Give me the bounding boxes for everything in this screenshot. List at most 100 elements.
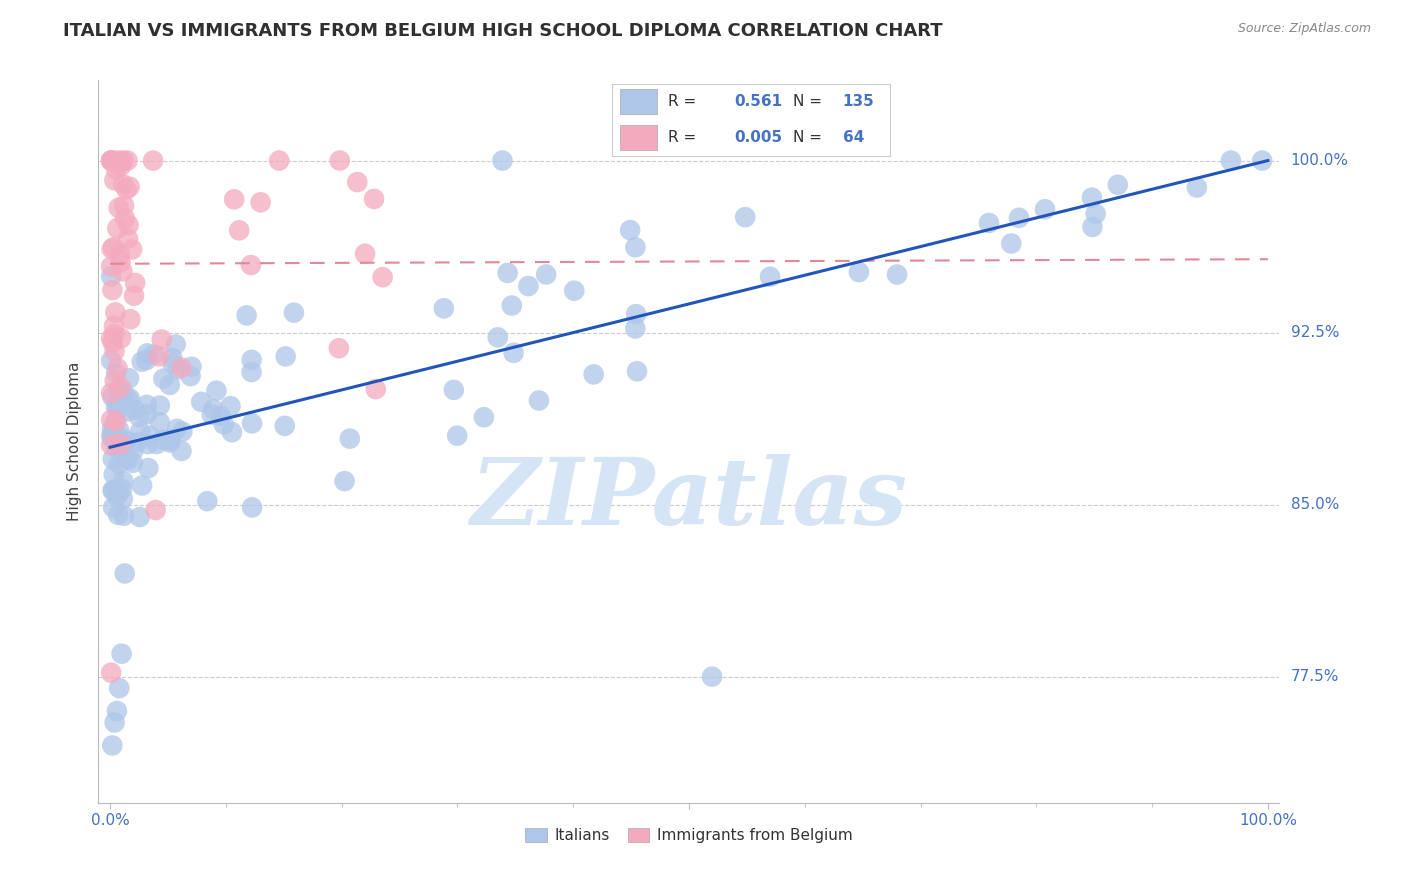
Point xyxy=(240,417,263,431)
Point xyxy=(107,508,129,522)
Point xyxy=(269,153,291,168)
Point xyxy=(363,192,385,206)
Point xyxy=(162,357,184,371)
Point xyxy=(354,246,377,260)
Point xyxy=(129,425,152,439)
Point xyxy=(101,335,124,350)
Y-axis label: High School Diploma: High School Diploma xyxy=(67,362,83,521)
Text: 92.5%: 92.5% xyxy=(1291,325,1339,340)
Point xyxy=(190,395,212,409)
Point xyxy=(446,428,468,442)
Point xyxy=(101,451,124,466)
Point xyxy=(240,500,263,515)
Point xyxy=(624,321,647,335)
Point xyxy=(496,266,519,280)
Point xyxy=(104,715,127,730)
Point xyxy=(110,255,132,269)
Point xyxy=(149,399,172,413)
Point xyxy=(700,670,723,684)
Point xyxy=(1033,202,1056,217)
Point xyxy=(626,364,648,378)
Point xyxy=(240,352,263,367)
Point xyxy=(117,392,139,407)
Point xyxy=(114,450,136,465)
Point xyxy=(205,384,228,398)
Point xyxy=(108,457,131,471)
Point xyxy=(624,240,647,254)
Point xyxy=(103,467,125,482)
Point xyxy=(274,418,297,433)
Point xyxy=(103,240,125,254)
Point xyxy=(100,331,122,345)
Point xyxy=(101,153,124,168)
Point xyxy=(101,390,124,404)
Point xyxy=(170,444,193,458)
Text: ZIPatlas: ZIPatlas xyxy=(471,454,907,544)
Point xyxy=(105,400,128,414)
Point xyxy=(100,665,122,680)
Point xyxy=(110,381,132,395)
Point xyxy=(117,218,139,232)
Point xyxy=(209,409,232,423)
Point xyxy=(101,483,124,498)
Point xyxy=(1000,236,1022,251)
Point xyxy=(105,704,128,718)
Point xyxy=(212,417,235,432)
Point xyxy=(159,434,181,448)
Point xyxy=(1251,153,1274,168)
Point xyxy=(240,365,263,379)
Point xyxy=(136,407,159,421)
Point xyxy=(224,192,246,206)
Point xyxy=(128,409,150,424)
Point xyxy=(152,433,174,447)
Point xyxy=(138,461,160,475)
Point xyxy=(100,269,122,284)
Point xyxy=(150,333,173,347)
Text: Source: ZipAtlas.com: Source: ZipAtlas.com xyxy=(1237,22,1371,36)
Legend: Italians, Immigrants from Belgium: Italians, Immigrants from Belgium xyxy=(519,822,859,849)
Point xyxy=(100,153,122,168)
Point xyxy=(110,154,132,169)
Text: 77.5%: 77.5% xyxy=(1291,669,1339,684)
Point xyxy=(159,432,181,446)
Point xyxy=(202,402,225,417)
Point xyxy=(118,392,141,406)
Point xyxy=(472,410,495,425)
Point xyxy=(103,318,125,333)
Point xyxy=(127,434,149,449)
Point xyxy=(886,268,908,282)
Point xyxy=(371,270,394,285)
Point xyxy=(128,510,150,524)
Point xyxy=(103,344,125,359)
Point xyxy=(104,374,127,388)
Point xyxy=(180,359,202,374)
Text: 85.0%: 85.0% xyxy=(1291,497,1339,512)
Point xyxy=(346,175,368,189)
Point xyxy=(734,210,756,224)
Point xyxy=(115,433,138,447)
Point xyxy=(149,415,172,429)
Point xyxy=(152,372,174,386)
Point xyxy=(195,494,218,508)
Point xyxy=(117,404,139,418)
Point xyxy=(111,482,134,496)
Point xyxy=(100,428,122,442)
Point xyxy=(120,312,142,326)
Point xyxy=(145,503,167,517)
Point xyxy=(1107,178,1129,192)
Point xyxy=(112,474,135,488)
Point xyxy=(107,486,129,500)
Point xyxy=(110,647,132,661)
Point xyxy=(135,398,157,412)
Point xyxy=(107,153,129,168)
Point xyxy=(114,566,136,581)
Point xyxy=(165,337,187,351)
Point xyxy=(619,223,641,237)
Point xyxy=(364,382,387,396)
Point xyxy=(443,383,465,397)
Point xyxy=(582,368,605,382)
Point xyxy=(239,258,262,272)
Point xyxy=(1008,211,1031,225)
Point xyxy=(104,415,127,429)
Point xyxy=(103,327,125,342)
